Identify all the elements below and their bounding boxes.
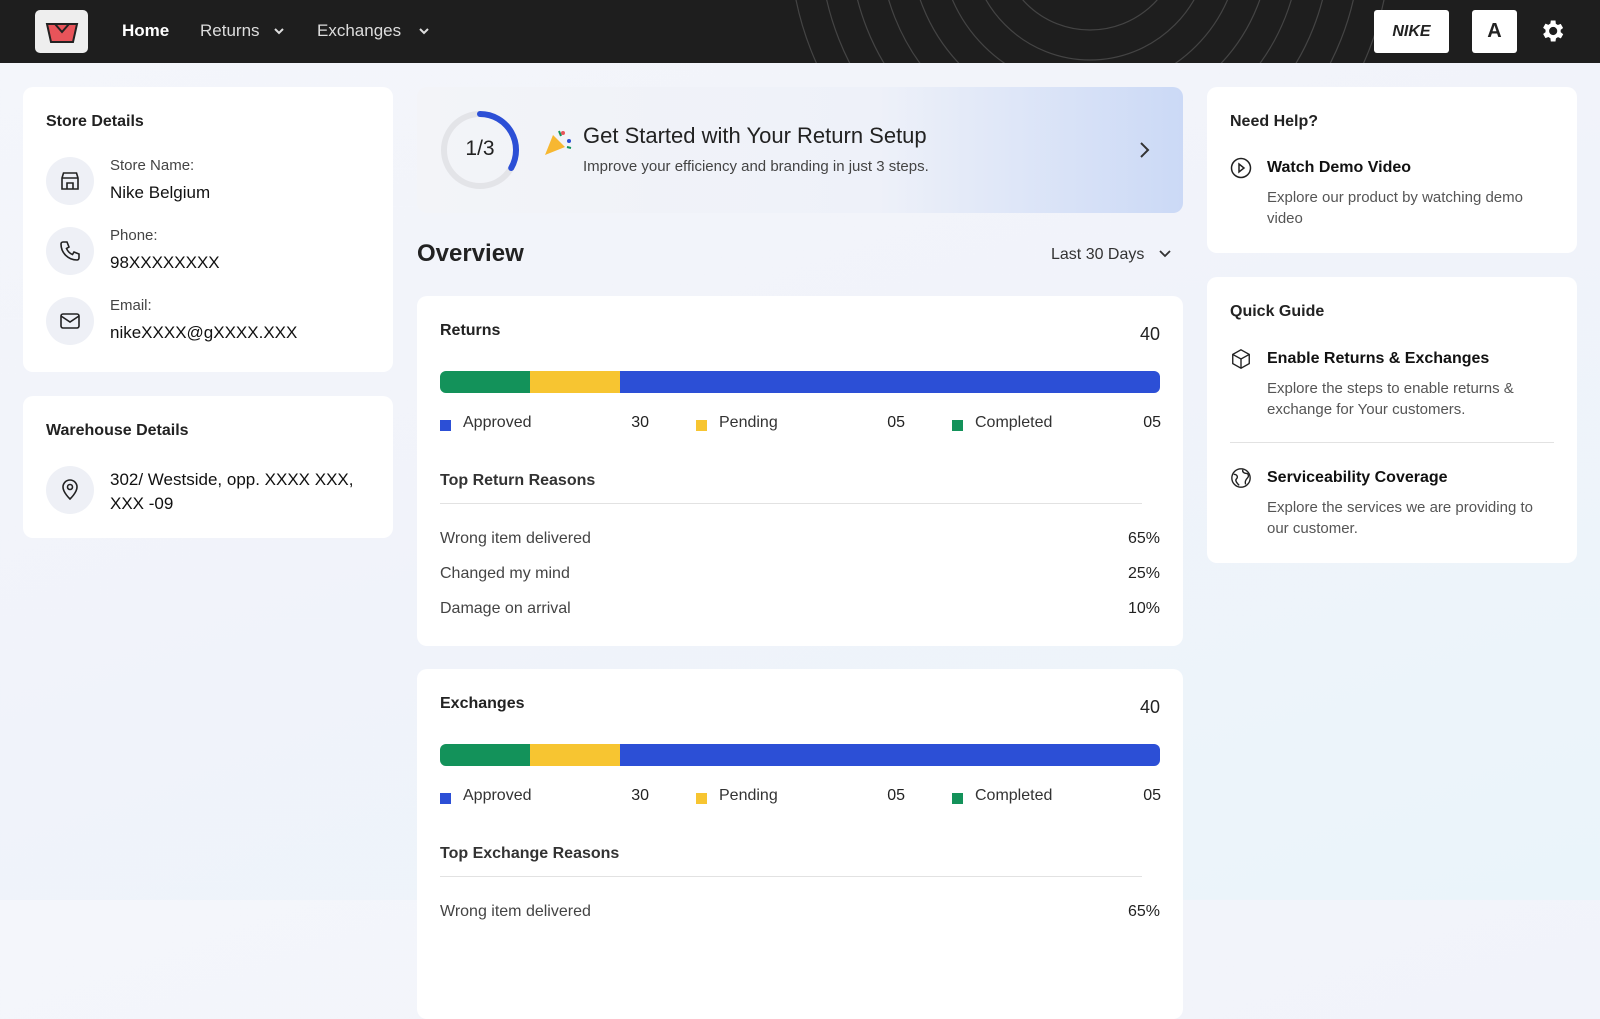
legend-count: 05 [887, 787, 905, 804]
card-title: Returns [440, 322, 501, 339]
setup-title: Get Started with Your Return Setup [583, 123, 927, 148]
field-label: Email: [110, 297, 152, 314]
stats-card: Exchanges 40 Approved 30 Pending 05 Completed 0… [417, 669, 1183, 1019]
chevron-right [1140, 142, 1150, 158]
globe-icon [1231, 468, 1251, 488]
legend-count: 05 [1143, 787, 1161, 804]
field-value: 98XXXXXXXX [110, 253, 220, 272]
bar-segment [620, 371, 1160, 393]
legend-count: 05 [1143, 414, 1161, 431]
reasons-title: Top Return Reasons [440, 472, 596, 489]
legend-swatch [952, 420, 963, 431]
legend-name: Pending [719, 787, 778, 804]
bar-segment [440, 744, 530, 766]
warehouse-address: 302/ Westside, opp. XXXX XXX, XXX -09 [110, 470, 354, 513]
guide-card: Quick Guide Enable Returns & Exchanges E… [1207, 277, 1577, 563]
reason-share: 10% [1127, 600, 1160, 617]
reason-text: Changed my mind [440, 565, 570, 582]
guide-item-title[interactable]: Serviceability Coverage [1267, 469, 1448, 486]
reason-text: Wrong item delivered [440, 903, 591, 920]
stats-card: Returns 40 Approved 30 Pending 05 Completed 05 T… [417, 296, 1183, 646]
card-total: 40 [1139, 697, 1160, 717]
settings-icon[interactable] [1538, 17, 1566, 45]
legend-count: 05 [887, 414, 905, 431]
period-select[interactable]: Last 30 Days [1051, 246, 1145, 263]
legend-name: Completed [975, 787, 1053, 804]
reason-share: 65% [1127, 530, 1160, 547]
warehouse-title: Warehouse Details [46, 422, 189, 439]
party-icon [545, 130, 572, 155]
bar-segment [530, 744, 620, 766]
nav-home[interactable]: Home [122, 21, 170, 40]
legend-swatch [952, 793, 963, 804]
legend-swatch [696, 420, 707, 431]
help-item-text: Explore our product by watching demo vid… [1267, 189, 1523, 227]
box-icon [1232, 349, 1250, 369]
store-card: Store Details Store Name: Nike Belgium Pho… [23, 87, 393, 372]
divider [1230, 442, 1554, 443]
bar-segment [440, 371, 530, 393]
store-icon [46, 157, 94, 205]
legend-name: Pending [719, 414, 778, 431]
reason-share: 25% [1127, 565, 1160, 582]
field-label: Store Name: [110, 157, 195, 174]
chevron [274, 28, 284, 35]
legend-swatch [440, 793, 451, 804]
help-card: Need Help? Watch Demo Video Explore our … [1207, 87, 1577, 253]
nav-exchanges[interactable]: Exchanges [317, 21, 402, 40]
bar-segment [620, 744, 1160, 766]
progress-text: 1/3 [465, 137, 495, 160]
setup-subtitle: Improve your efficiency and branding in … [583, 158, 929, 175]
guide-item-text: Explore the steps to enable returns & ex… [1267, 380, 1514, 418]
guide-title: Quick Guide [1230, 303, 1325, 320]
page: Home Returns Exchanges NIKE A Store Deta… [0, 0, 1600, 920]
help-title: Need Help? [1230, 113, 1319, 130]
logo-icon [45, 22, 78, 43]
stacked-bar [440, 371, 1160, 393]
avatar[interactable]: A [1472, 10, 1517, 53]
nav-returns[interactable]: Returns [200, 21, 260, 40]
card-title: Exchanges [440, 695, 525, 712]
divider [440, 876, 1142, 877]
chevron [1159, 250, 1171, 258]
setup-banner[interactable]: 1/3 Get Started with Your Return Setup I… [417, 87, 1183, 213]
stacked-bar [440, 744, 1160, 766]
email-icon [46, 297, 94, 345]
guide-item-text: Explore the services we are providing to… [1267, 499, 1533, 537]
divider [440, 503, 1142, 504]
guide-item-title[interactable]: Enable Returns & Exchanges [1267, 350, 1490, 367]
reasons-title: Top Exchange Reasons [440, 845, 620, 862]
header-decoration [795, 0, 1385, 63]
bar-segment [530, 371, 620, 393]
play-icon [1230, 157, 1252, 179]
store-title: Store Details [46, 113, 144, 130]
logo[interactable] [35, 10, 88, 53]
warehouse-card: Warehouse Details 302/ Westside, opp. XX… [23, 396, 393, 538]
legend-name: Approved [463, 787, 532, 804]
progress-ring [441, 111, 520, 189]
brand-logo[interactable]: NIKE [1374, 10, 1449, 53]
reason-text: Damage on arrival [440, 600, 571, 617]
legend-swatch [696, 793, 707, 804]
overview-title: Overview [417, 240, 524, 267]
card-total: 40 [1139, 324, 1160, 344]
legend-name: Completed [975, 414, 1053, 431]
field-value: Nike Belgium [110, 183, 211, 202]
field-value: nikeXXXX@gXXXX.XXX [110, 323, 298, 342]
top-bar: Home Returns Exchanges NIKE A [0, 0, 1600, 63]
legend-name: Approved [463, 414, 532, 431]
help-item-title[interactable]: Watch Demo Video [1267, 159, 1412, 176]
reason-share: 65% [1127, 903, 1160, 920]
phone-icon [46, 227, 94, 275]
chevron [419, 28, 429, 35]
legend-swatch [440, 420, 451, 431]
legend-count: 30 [631, 787, 649, 804]
reason-text: Wrong item delivered [440, 530, 591, 547]
legend-count: 30 [631, 414, 649, 431]
location-icon [46, 466, 94, 514]
field-label: Phone: [110, 227, 158, 244]
